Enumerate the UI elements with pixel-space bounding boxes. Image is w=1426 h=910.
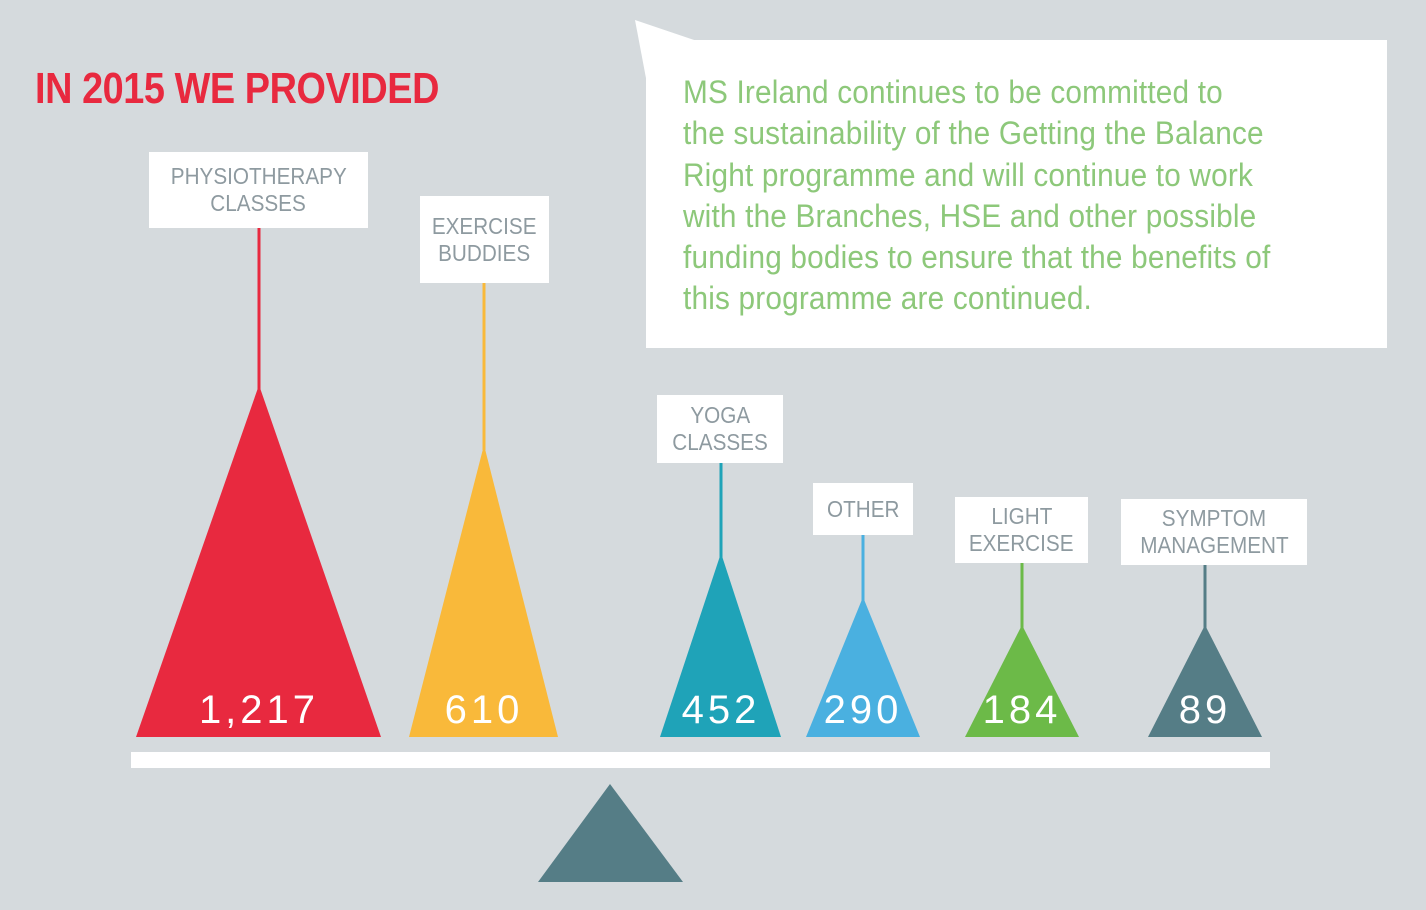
- page-title: IN 2015 WE PROVIDED: [35, 64, 439, 113]
- category-label: LIGHT EXERCISE: [955, 497, 1088, 563]
- category-label-line: EXERCISE: [969, 530, 1074, 556]
- category-label: YOGA CLASSES: [657, 395, 783, 463]
- balance-beam: [131, 752, 1270, 768]
- statement-line: the sustainability of the Getting the Ba…: [683, 115, 1264, 152]
- statement-line: this programme are continued.: [683, 280, 1093, 317]
- speech-bubble: [646, 40, 1387, 348]
- category-label-line: PHYSIOTHERAPY: [170, 163, 347, 189]
- value-label: 89: [1178, 688, 1232, 732]
- category-label-line: OTHER: [826, 495, 900, 522]
- triangle-bar-2: [660, 553, 781, 737]
- statement-line: with the Branches, HSE and other possibl…: [683, 197, 1257, 234]
- category-label-line: YOGA: [690, 402, 750, 428]
- statement-line: Right programme and will continue to wor…: [683, 156, 1254, 193]
- value-label: 1,217: [198, 688, 320, 732]
- statement-line: funding bodies to ensure that the benefi…: [683, 239, 1271, 276]
- category-label-line: EXERCISE: [432, 212, 537, 239]
- value-label: 610: [444, 688, 524, 732]
- balance-fulcrum: [538, 784, 683, 882]
- triangle-bar-1: [409, 445, 558, 737]
- category-label-line: LIGHT: [991, 503, 1052, 529]
- category-label-line: BUDDIES: [438, 239, 531, 266]
- category-label: SYMPTOM MANAGEMENT: [1121, 499, 1307, 565]
- category-label: PHYSIOTHERAPY CLASSES: [149, 152, 368, 228]
- category-label: EXERCISE BUDDIES: [420, 196, 549, 283]
- value-label: 184: [982, 688, 1062, 732]
- triangle-bar-3: [806, 597, 920, 737]
- category-label-line: MANAGEMENT: [1139, 532, 1289, 558]
- value-label: 290: [823, 688, 903, 732]
- value-label: 452: [681, 688, 761, 732]
- triangle-bar-0: [136, 385, 381, 737]
- category-label-line: CLASSES: [210, 190, 307, 216]
- category-label: OTHER: [813, 483, 913, 535]
- triangle-bar-5: [1148, 625, 1262, 737]
- statement-line: MS Ireland continues to be committed to: [683, 74, 1223, 110]
- category-label-line: CLASSES: [672, 429, 768, 455]
- triangle-bar-4: [965, 625, 1079, 737]
- statement-text: MS Ireland continues to be committed to …: [683, 72, 1373, 320]
- category-label-line: SYMPTOM: [1161, 505, 1267, 531]
